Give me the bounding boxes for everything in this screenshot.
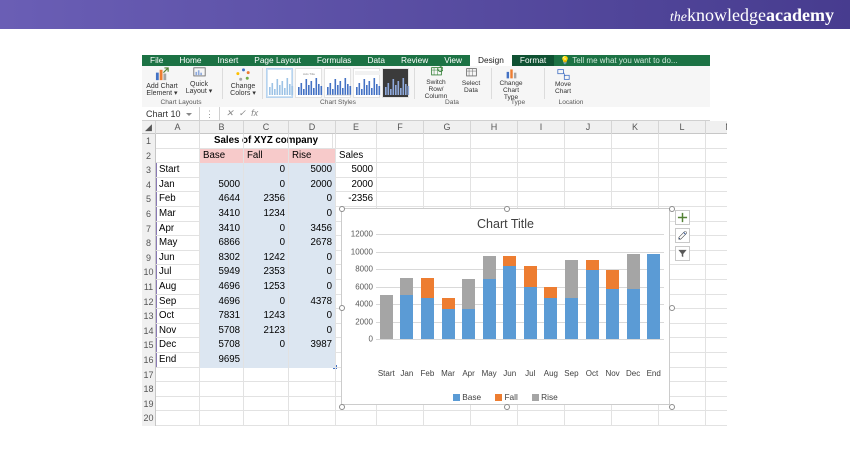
svg-text:Axis Title: Axis Title (303, 72, 315, 76)
